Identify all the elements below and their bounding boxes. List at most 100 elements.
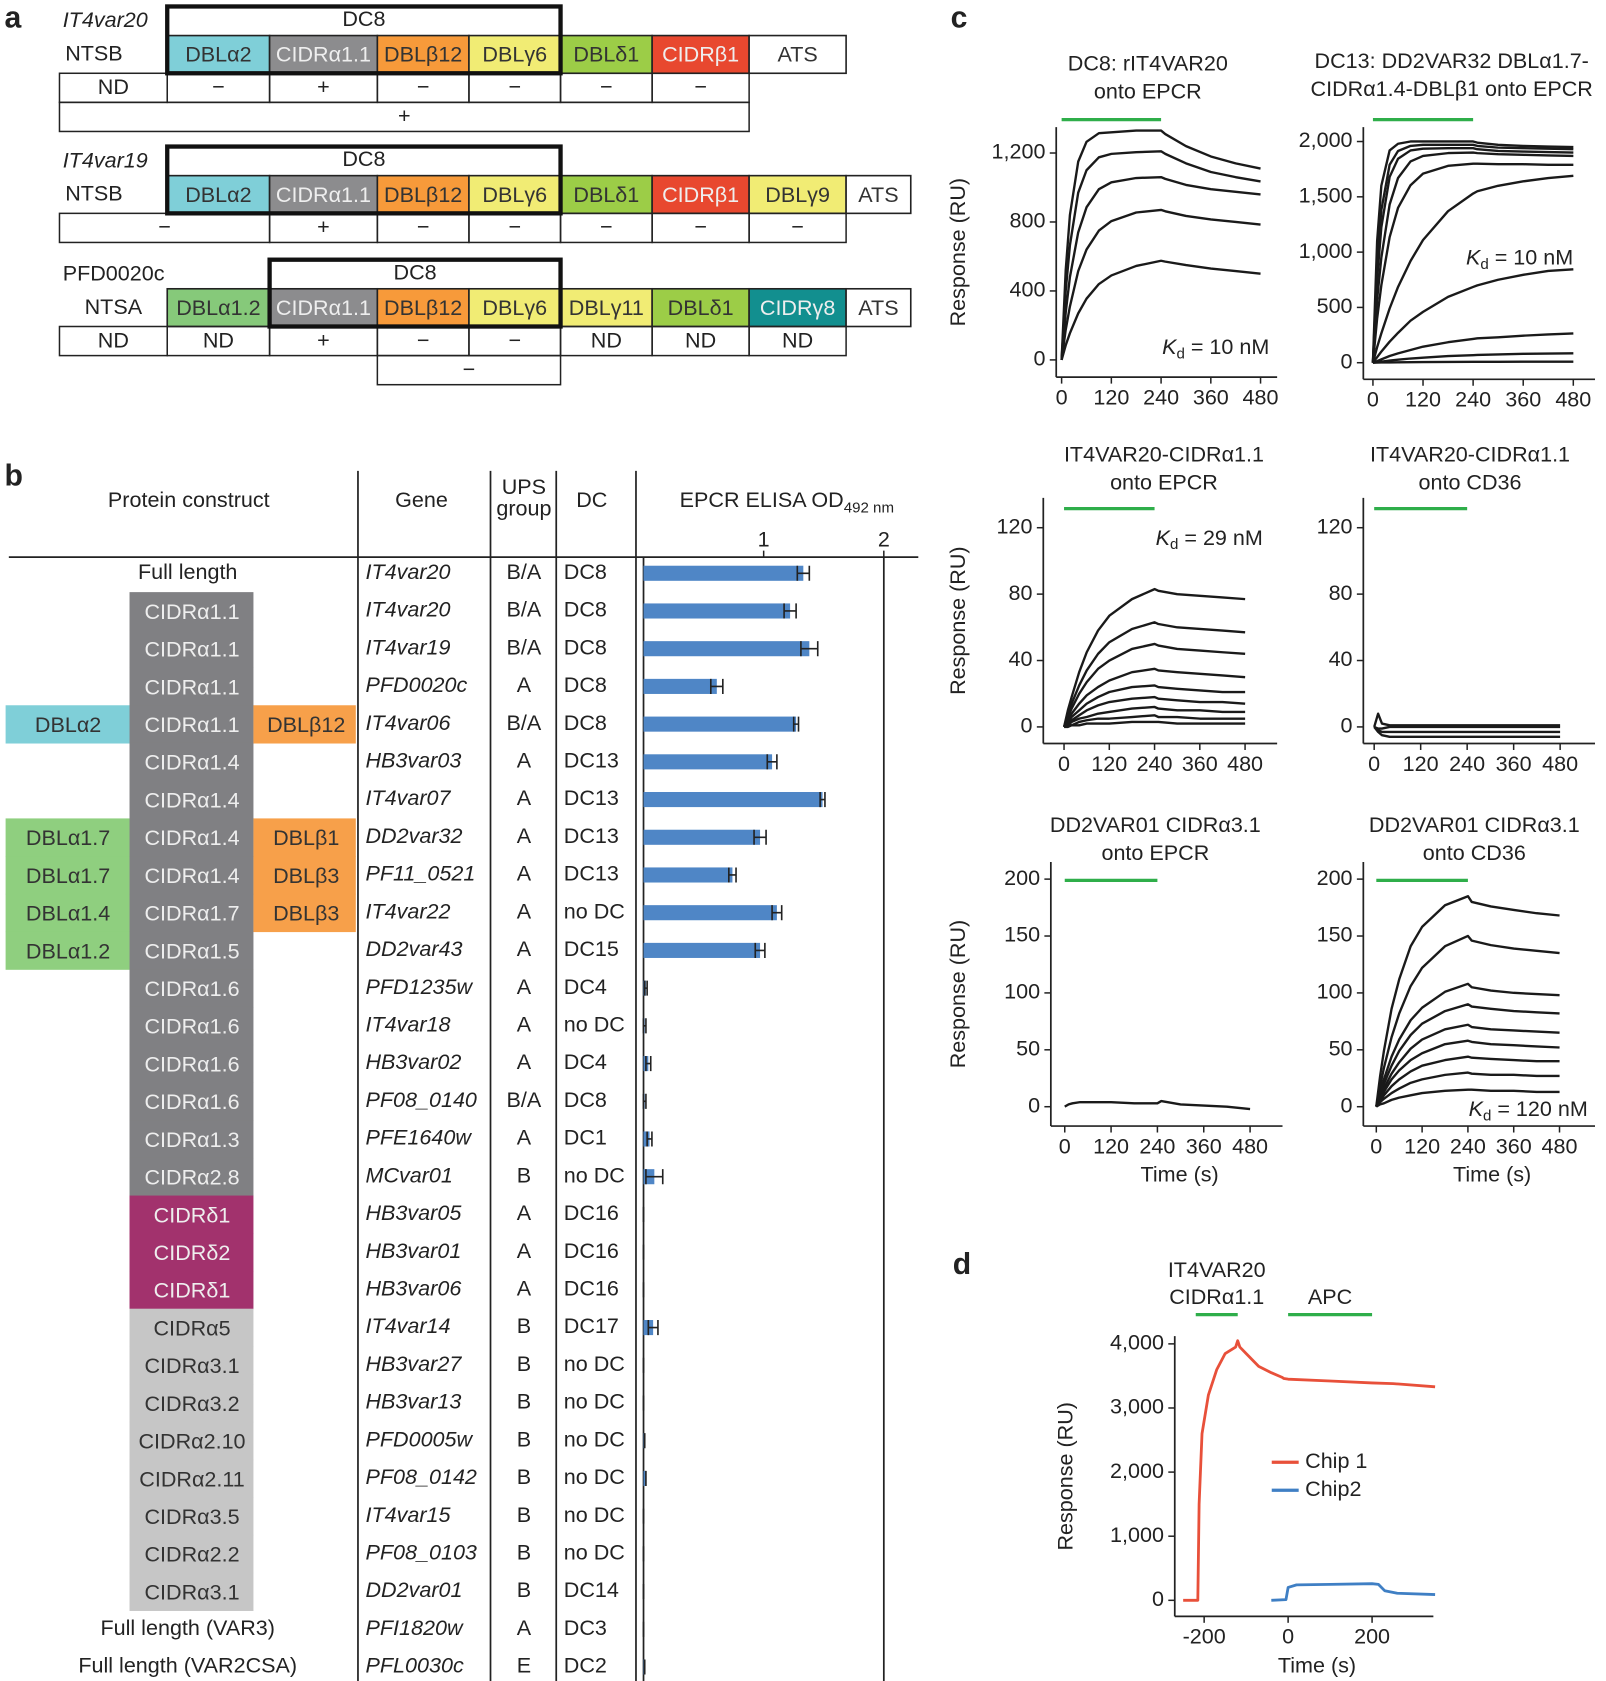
x-tick-label: 200 [1354, 1624, 1390, 1649]
x-tick-label: 120 [1405, 387, 1441, 412]
y-tick-label: 100 [1004, 979, 1040, 1004]
result: − [417, 327, 430, 352]
result: − [417, 214, 430, 239]
error-bar [792, 716, 800, 732]
panel-label: a [5, 1, 22, 34]
domain [376, 34, 470, 75]
curve [1375, 934, 1560, 1107]
ups-group: A [517, 974, 532, 999]
dc-box [267, 257, 563, 329]
curve [1371, 174, 1574, 364]
ups-group: B [517, 1351, 531, 1376]
y-axis-title: Response (RU) [1053, 1402, 1078, 1550]
domain-cell [129, 1082, 254, 1121]
x-tick-label: 0 [1058, 751, 1070, 776]
legend-label: Chip 1 [1305, 1448, 1367, 1473]
ups-group: A [517, 861, 532, 886]
x-tick-label: 480 [1542, 751, 1578, 776]
domain-cell [129, 1384, 254, 1423]
domain-label: CIDRα1.4 [144, 787, 239, 812]
y-tick-label: 0 [1341, 713, 1353, 738]
dc: DC16 [564, 1276, 619, 1301]
domain-label: CIDRδ1 [154, 1278, 231, 1303]
y-tick-label: 1,500 [1299, 183, 1353, 208]
y-tick-label: 0 [1033, 346, 1045, 371]
y-tick-label: 0 [1021, 713, 1033, 738]
result: + [317, 74, 330, 99]
kd-annotation: Kd = 10 nM [1162, 334, 1269, 363]
chart-title: onto EPCR [1110, 470, 1218, 495]
x-tick-label: 120 [1093, 384, 1129, 409]
dc: DC1 [564, 1125, 607, 1150]
domain-label: CIDRα1.4 [144, 750, 239, 775]
domain-label: CIDRβ1 [662, 42, 739, 67]
dc-label: DC8 [342, 146, 385, 171]
kd-sub: d [1176, 346, 1184, 363]
y-tick-label: 50 [1016, 1035, 1040, 1060]
y-tick-label: 0 [1152, 1586, 1164, 1611]
sensorgram: 0 40 80 120 0 120 240 360 480 IT4VAR20-CIDRα1.1 on… [945, 441, 1278, 776]
domain [166, 287, 271, 328]
domain-label: CIDRα1.3 [144, 1127, 239, 1152]
x-tick-label: 240 [1455, 387, 1491, 412]
gene-diagram: IT4var19 NTSB DBLα2 CIDRα1.1 DBLβ12 DBLγ6 DBLδ… [58, 144, 912, 244]
domain-label: CIDRδ1 [154, 1202, 231, 1227]
domain-label: DBLα2 [185, 42, 251, 67]
gene: HB3var01 [366, 1238, 462, 1263]
dc: DC17 [564, 1313, 619, 1338]
domain-label: CIDRα2.2 [144, 1542, 239, 1567]
x-tick-label: 360 [1193, 384, 1229, 409]
result: − [600, 214, 613, 239]
domain-label: CIDRα2.8 [144, 1165, 239, 1190]
ups-group: B [517, 1540, 531, 1565]
domain-label: DBLα1.2 [176, 295, 260, 320]
gene-type: NTSB [65, 41, 122, 66]
domain-label: DBLβ12 [384, 42, 462, 67]
domain-label: CIDRα3.2 [144, 1391, 239, 1416]
domain-label: DBLα1.4 [26, 901, 110, 926]
ups-group: B [517, 1426, 531, 1451]
domain-label: DBLα1.2 [26, 938, 110, 963]
gene: IT4var15 [366, 1502, 452, 1527]
dc: no DC [564, 1162, 625, 1187]
domain [376, 287, 470, 328]
window-label: APC [1308, 1284, 1352, 1309]
curve [1371, 143, 1574, 363]
error-bar [642, 1093, 647, 1109]
domain-cell [129, 1006, 254, 1046]
domain-label: ATS [858, 182, 898, 207]
x-tick-label: 0 [1370, 1133, 1382, 1158]
domain-label: CIDRα1.5 [144, 938, 239, 963]
y-tick-label: 0 [1341, 1092, 1353, 1117]
ups-group: A [517, 672, 532, 697]
result: ND [98, 74, 129, 99]
domain-cell [129, 1534, 254, 1574]
y-tick-label: 150 [1317, 922, 1353, 947]
dc-box [165, 144, 563, 216]
curve [1060, 129, 1261, 360]
x-tick-label: 0 [1282, 1624, 1294, 1649]
ups-group: A [517, 785, 532, 810]
gene: HB3var03 [366, 748, 462, 773]
ups-group: A [517, 898, 532, 923]
domain [748, 174, 847, 215]
curve [1375, 1055, 1560, 1108]
domain-cell [129, 1233, 254, 1272]
gene: PF08_0103 [366, 1540, 477, 1565]
x-tick-label: 240 [1450, 1133, 1486, 1158]
curve [1371, 151, 1574, 363]
ups-group: B [517, 1502, 531, 1527]
column-header: Gene [395, 487, 448, 512]
chart-title: IT4VAR20-CIDRα1.1 [1370, 441, 1570, 466]
x-tick-label: 480 [1227, 751, 1263, 776]
kd-symbol: K [1466, 244, 1482, 269]
domain-label: DBLγ6 [482, 295, 547, 320]
dc: DC8 [564, 634, 607, 659]
kd-sub: d [1480, 256, 1488, 273]
curve [1060, 208, 1261, 361]
x-tick-label: 360 [1496, 751, 1532, 776]
dc: DC14 [564, 1577, 619, 1602]
dc: DC16 [564, 1238, 619, 1263]
y-tick-label: 1,000 [1110, 1522, 1164, 1547]
